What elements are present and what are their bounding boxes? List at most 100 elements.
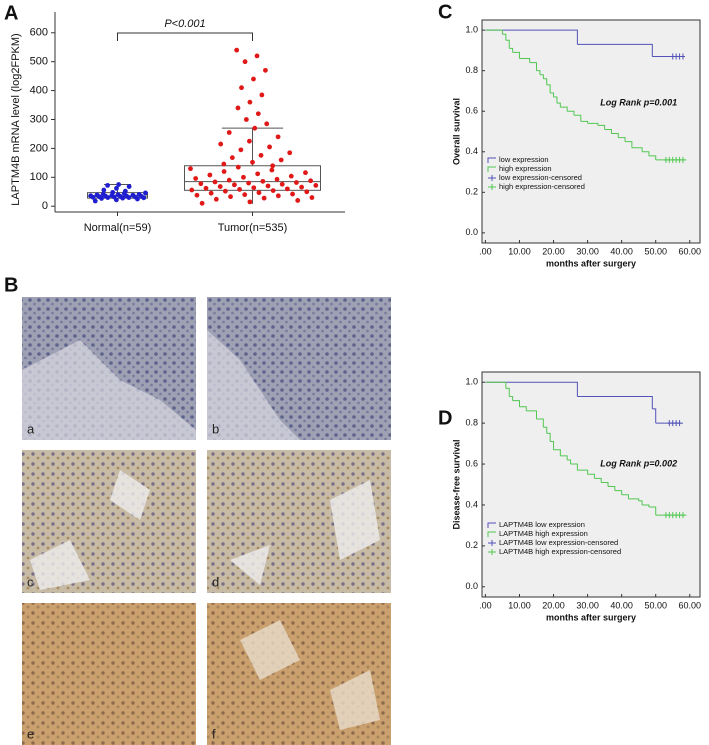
survival-step (648, 155, 657, 160)
dot (250, 159, 255, 165)
y-tick-label: 0.0 (465, 581, 478, 591)
dot (255, 171, 261, 177)
dot (226, 130, 232, 135)
annotation: P<0.001 (164, 18, 205, 30)
x-tick-label: 60.00 (679, 246, 702, 256)
dot (234, 47, 240, 53)
survival-step (536, 418, 544, 428)
survival-step (604, 128, 612, 134)
dot (213, 196, 219, 202)
x-tick-label: Tumor(n=535) (218, 222, 288, 234)
dot (193, 176, 199, 181)
significance-bracket (117, 32, 253, 41)
dot (232, 182, 237, 188)
legend-label: LAPTM4B low expression-censored (499, 538, 618, 547)
survival-step (553, 96, 558, 104)
tissue-gap (230, 480, 380, 585)
dot (188, 166, 193, 172)
dot (212, 179, 218, 185)
survival-step (485, 29, 578, 45)
survival-step (642, 151, 650, 156)
micrograph-grid: a b c d e f (22, 297, 391, 745)
tissue-gap (22, 340, 196, 440)
y-tick-label: 0 (42, 200, 48, 212)
survival-step (543, 78, 548, 85)
x-tick-label: 20.00 (542, 246, 565, 256)
y-tick-label: 100 (30, 171, 48, 183)
dot (235, 164, 241, 170)
x-tick-label: 30.00 (576, 600, 599, 610)
x-tick-label: 50.00 (644, 600, 667, 610)
survival-step (570, 463, 578, 471)
micrograph-label: f (212, 726, 216, 741)
dot (313, 183, 319, 188)
dot (207, 172, 213, 178)
dot (92, 198, 98, 204)
censor-mark (680, 53, 685, 60)
dot (242, 192, 248, 198)
survival-step (509, 396, 514, 401)
dot (265, 183, 271, 189)
dot (278, 157, 284, 163)
dot (259, 92, 265, 98)
y-axis-label: Disease-free survival (451, 439, 461, 529)
censor-mark (667, 420, 672, 427)
dot (237, 187, 242, 192)
survival-step (597, 124, 606, 130)
censor-mark (670, 53, 675, 60)
survival-step (577, 469, 589, 475)
legend-symbol (488, 184, 496, 190)
plot-area (481, 19, 701, 244)
x-tick-label: 40.00 (610, 246, 633, 256)
survival-step (608, 486, 616, 491)
dot (116, 182, 122, 187)
survival-step (543, 426, 548, 434)
annotation: Log Rank p=0.002 (600, 458, 677, 468)
x-tick-label: .00 (479, 600, 492, 610)
legend-symbol (488, 549, 496, 555)
survival-step (587, 473, 595, 479)
tissue-gap (207, 330, 300, 440)
x-tick-label: 20.00 (542, 600, 565, 610)
x-axis-label: months after surgery (546, 612, 636, 622)
tissue-gap (240, 620, 380, 730)
dot (122, 188, 128, 194)
survival-step (546, 84, 551, 93)
panel-label: B (4, 274, 18, 296)
micrograph-label: d (212, 574, 219, 589)
legend-symbol (487, 157, 496, 163)
y-tick-label: 0.6 (465, 106, 478, 116)
dot (101, 187, 107, 193)
dot (235, 105, 241, 111)
y-tick-label: 0.2 (465, 187, 478, 197)
dot (255, 111, 261, 117)
legend-symbol (487, 531, 496, 537)
legend-symbol (487, 522, 496, 528)
dot (256, 190, 262, 196)
y-tick-label: 0.8 (465, 65, 478, 75)
survival-step (539, 74, 544, 79)
dot (115, 192, 121, 198)
y-tick-label: 1.0 (465, 25, 478, 35)
tissue-gap (30, 470, 150, 590)
dot (254, 53, 260, 59)
dot (247, 199, 253, 205)
survival-step (567, 459, 572, 465)
dot (88, 193, 94, 199)
dot (226, 177, 232, 183)
survival-step (526, 410, 537, 420)
dot (247, 99, 253, 105)
censor-mark (680, 512, 685, 519)
dot (94, 192, 100, 198)
x-axis-label: months after surgery (546, 258, 636, 268)
dot (287, 150, 293, 156)
dot (243, 117, 249, 122)
dot (229, 155, 235, 161)
dot (304, 189, 310, 195)
y-axis-label: LAPTM4B mRNA level (log2FPKM) (10, 33, 22, 205)
dot (299, 184, 304, 190)
dot (303, 170, 308, 176)
y-tick-label: 200 (30, 142, 48, 154)
dot (105, 183, 110, 188)
dot (246, 180, 252, 186)
